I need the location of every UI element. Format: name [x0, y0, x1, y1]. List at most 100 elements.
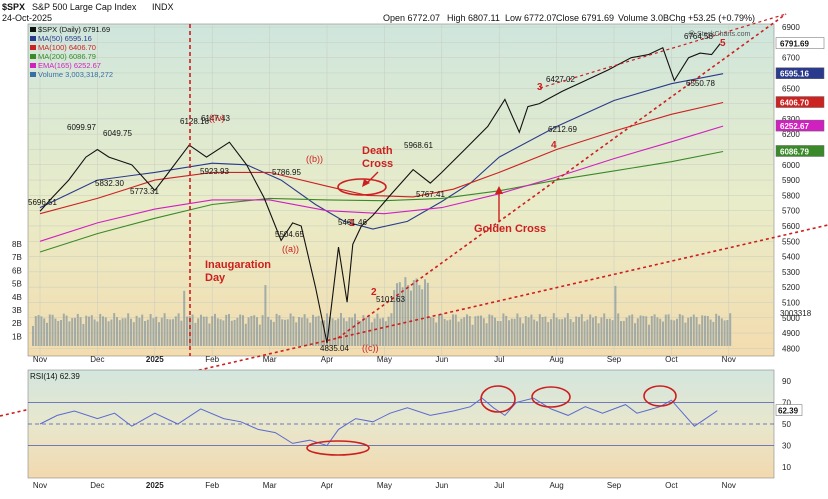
volume-bar: [359, 320, 362, 346]
volume-tick-label: 5B: [12, 280, 22, 289]
annotation-death-2: Cross: [362, 158, 393, 170]
long-trendline: [0, 224, 828, 417]
legend-swatch: [30, 36, 36, 41]
volume-bar: [200, 314, 202, 346]
volume-bar: [261, 315, 264, 346]
price-label: 5923.93: [200, 167, 229, 176]
volume-bar: [533, 319, 536, 346]
price-tick-label: 5200: [782, 283, 800, 292]
axis-badge: [775, 119, 825, 132]
moving-average-line: [39, 150, 724, 253]
volume-bar: [695, 317, 698, 346]
volume-bar: [169, 319, 172, 346]
volume-bar: [289, 313, 292, 346]
support-trendline: [337, 13, 787, 339]
volume-tick-label: 8B: [12, 240, 22, 249]
volume-bar: [68, 321, 71, 346]
volume-bar: [222, 320, 225, 346]
volume-bar: [709, 319, 712, 346]
volume-bar: [726, 319, 729, 346]
volume-bar: [454, 314, 457, 346]
volume-bar: [62, 313, 65, 346]
date-tick-label: Nov: [33, 481, 47, 490]
volume-bar: [194, 322, 197, 346]
volume-bar: [396, 283, 398, 346]
volume-bar: [197, 318, 200, 346]
volume-bar: [239, 314, 242, 346]
volume-bar: [634, 323, 636, 346]
date-tick-label: Dec: [90, 481, 104, 490]
volume-bar: [592, 317, 594, 346]
price-label: 6427.02: [546, 75, 575, 84]
legend-label: MA(100) 6406.70: [38, 43, 96, 52]
header-exchange: INDX: [152, 2, 174, 12]
volume-bar: [331, 318, 334, 346]
volume-bar: [258, 324, 261, 346]
date-tick-label: May: [377, 355, 392, 364]
volume-bar: [438, 315, 440, 346]
volume-bar: [603, 313, 606, 346]
volume-bar: [244, 323, 247, 346]
axis-badge: [775, 37, 825, 49]
volume-bar: [149, 314, 152, 346]
header-open: Open 6772.07: [383, 13, 440, 23]
volume-bar: [466, 314, 468, 346]
legend-label: $SPX (Daily) 6791.69: [38, 25, 110, 34]
rsi-tick-label: 30: [782, 442, 791, 451]
volume-bar: [580, 314, 583, 346]
volume-bar: [284, 319, 286, 346]
volume-tick-label: 6B: [12, 266, 22, 275]
volume-bar: [250, 315, 253, 346]
volume-bar: [642, 315, 645, 346]
annotation-death-1: Death: [362, 145, 393, 157]
annotation-golden: Golden Cross: [474, 223, 546, 235]
volume-bar: [37, 315, 40, 346]
axis-badge-label: 6595.16: [780, 70, 809, 79]
volume-bar: [482, 318, 485, 346]
date-tick-label: Sep: [607, 481, 622, 490]
date-tick-label: Aug: [549, 355, 563, 364]
date-tick-label: May: [377, 481, 392, 490]
volume-bar: [692, 314, 695, 346]
volume-bar: [524, 316, 527, 346]
date-tick-label: Sep: [607, 355, 622, 364]
volume-bar: [51, 314, 54, 346]
price-tick-label: 5500: [782, 237, 800, 246]
price-label: 5504.65: [275, 230, 304, 239]
volume-bar: [96, 321, 99, 346]
volume-bar: [594, 316, 597, 346]
date-tick-label: Jul: [494, 481, 504, 490]
volume-bar: [74, 317, 76, 346]
volume-bar: [664, 314, 667, 346]
legend-swatch: [30, 63, 36, 68]
rsi-circle-sep: [643, 385, 677, 407]
volume-bar: [516, 313, 519, 346]
volume-bar: [505, 315, 508, 346]
volume-bar: [538, 314, 541, 346]
rsi-tick-label: 10: [782, 463, 791, 472]
watermark: @ StockCharts.com: [688, 31, 751, 38]
volume-bar: [648, 324, 650, 346]
volume-bar: [704, 315, 706, 346]
price-label: 6550.78: [686, 79, 715, 88]
date-tick-label: Nov: [722, 481, 736, 490]
rsi-grid: [28, 401, 774, 447]
volume-bar: [158, 322, 160, 346]
volume-bar: [152, 318, 155, 346]
volume-bar: [102, 316, 104, 346]
volume-bar: [236, 317, 239, 346]
price-tick-label: 6300: [782, 115, 800, 124]
volume-bar: [706, 316, 709, 346]
volume-bar: [155, 316, 158, 346]
volume-bar: [662, 321, 664, 346]
volume-bar: [552, 313, 555, 346]
volume-bar: [314, 316, 317, 346]
volume-bar: [174, 316, 177, 346]
price-label: 6764.58: [684, 32, 713, 41]
volume-bar: [622, 320, 625, 346]
rsi-circle-apr: [306, 440, 370, 456]
volume-bar: [183, 290, 186, 346]
volume-bar: [138, 317, 141, 346]
price-line: [39, 43, 721, 344]
